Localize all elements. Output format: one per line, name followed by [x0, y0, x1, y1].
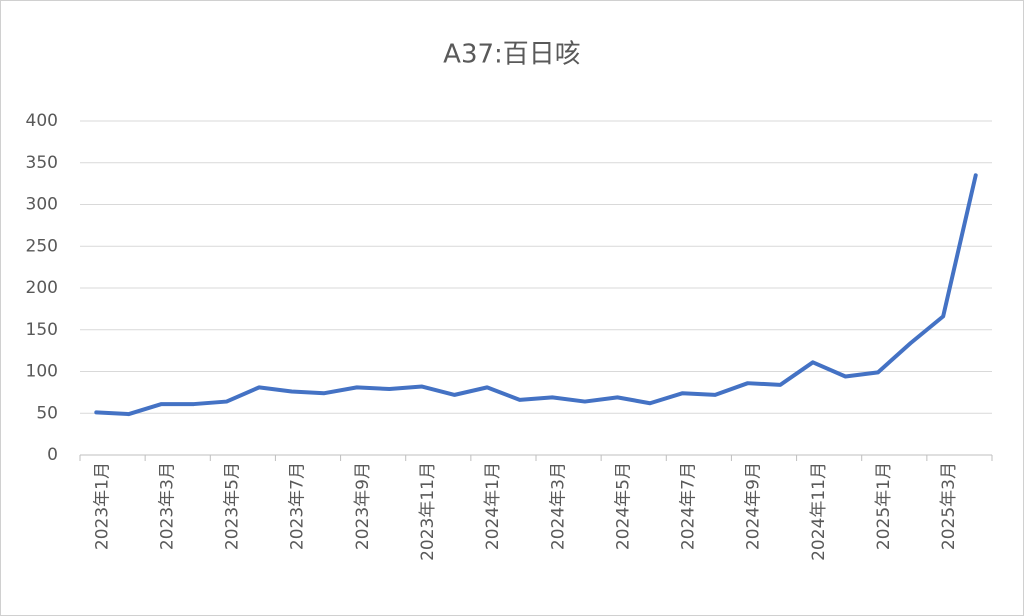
y-tick-label: 0: [47, 445, 58, 465]
y-tick-label: 250: [26, 236, 58, 256]
x-tick-label: 2023年9月: [353, 462, 373, 550]
x-tick-label: 2025年1月: [874, 462, 894, 550]
data-line: [94, 173, 978, 417]
chart-title: A37:百日咳: [443, 40, 581, 70]
y-tick-label: 400: [26, 111, 58, 131]
x-tick-label: 2025年3月: [939, 462, 959, 550]
y-tick-label: 150: [26, 320, 58, 340]
x-tick-label: 2023年1月: [92, 462, 112, 550]
y-tick-label: 300: [26, 195, 58, 215]
y-tick-label: 50: [36, 403, 58, 423]
x-tick-label: 2024年1月: [483, 462, 503, 550]
x-tick-label: 2024年3月: [548, 462, 568, 550]
x-tick-label: 2023年11月: [418, 462, 438, 561]
y-tick-label: 350: [26, 153, 58, 173]
y-tick-label: 200: [26, 278, 58, 298]
x-tick-label: 2024年11月: [809, 462, 829, 561]
x-tick-label: 2023年5月: [223, 462, 243, 550]
x-tick-label: 2024年7月: [679, 462, 699, 550]
y-tick-label: 100: [26, 362, 58, 382]
x-tick-label: 2024年9月: [744, 462, 764, 550]
x-tick-label: 2023年7月: [288, 462, 308, 550]
x-tick-label: 2023年3月: [157, 462, 177, 550]
x-tick-label: 2024年5月: [613, 462, 633, 550]
